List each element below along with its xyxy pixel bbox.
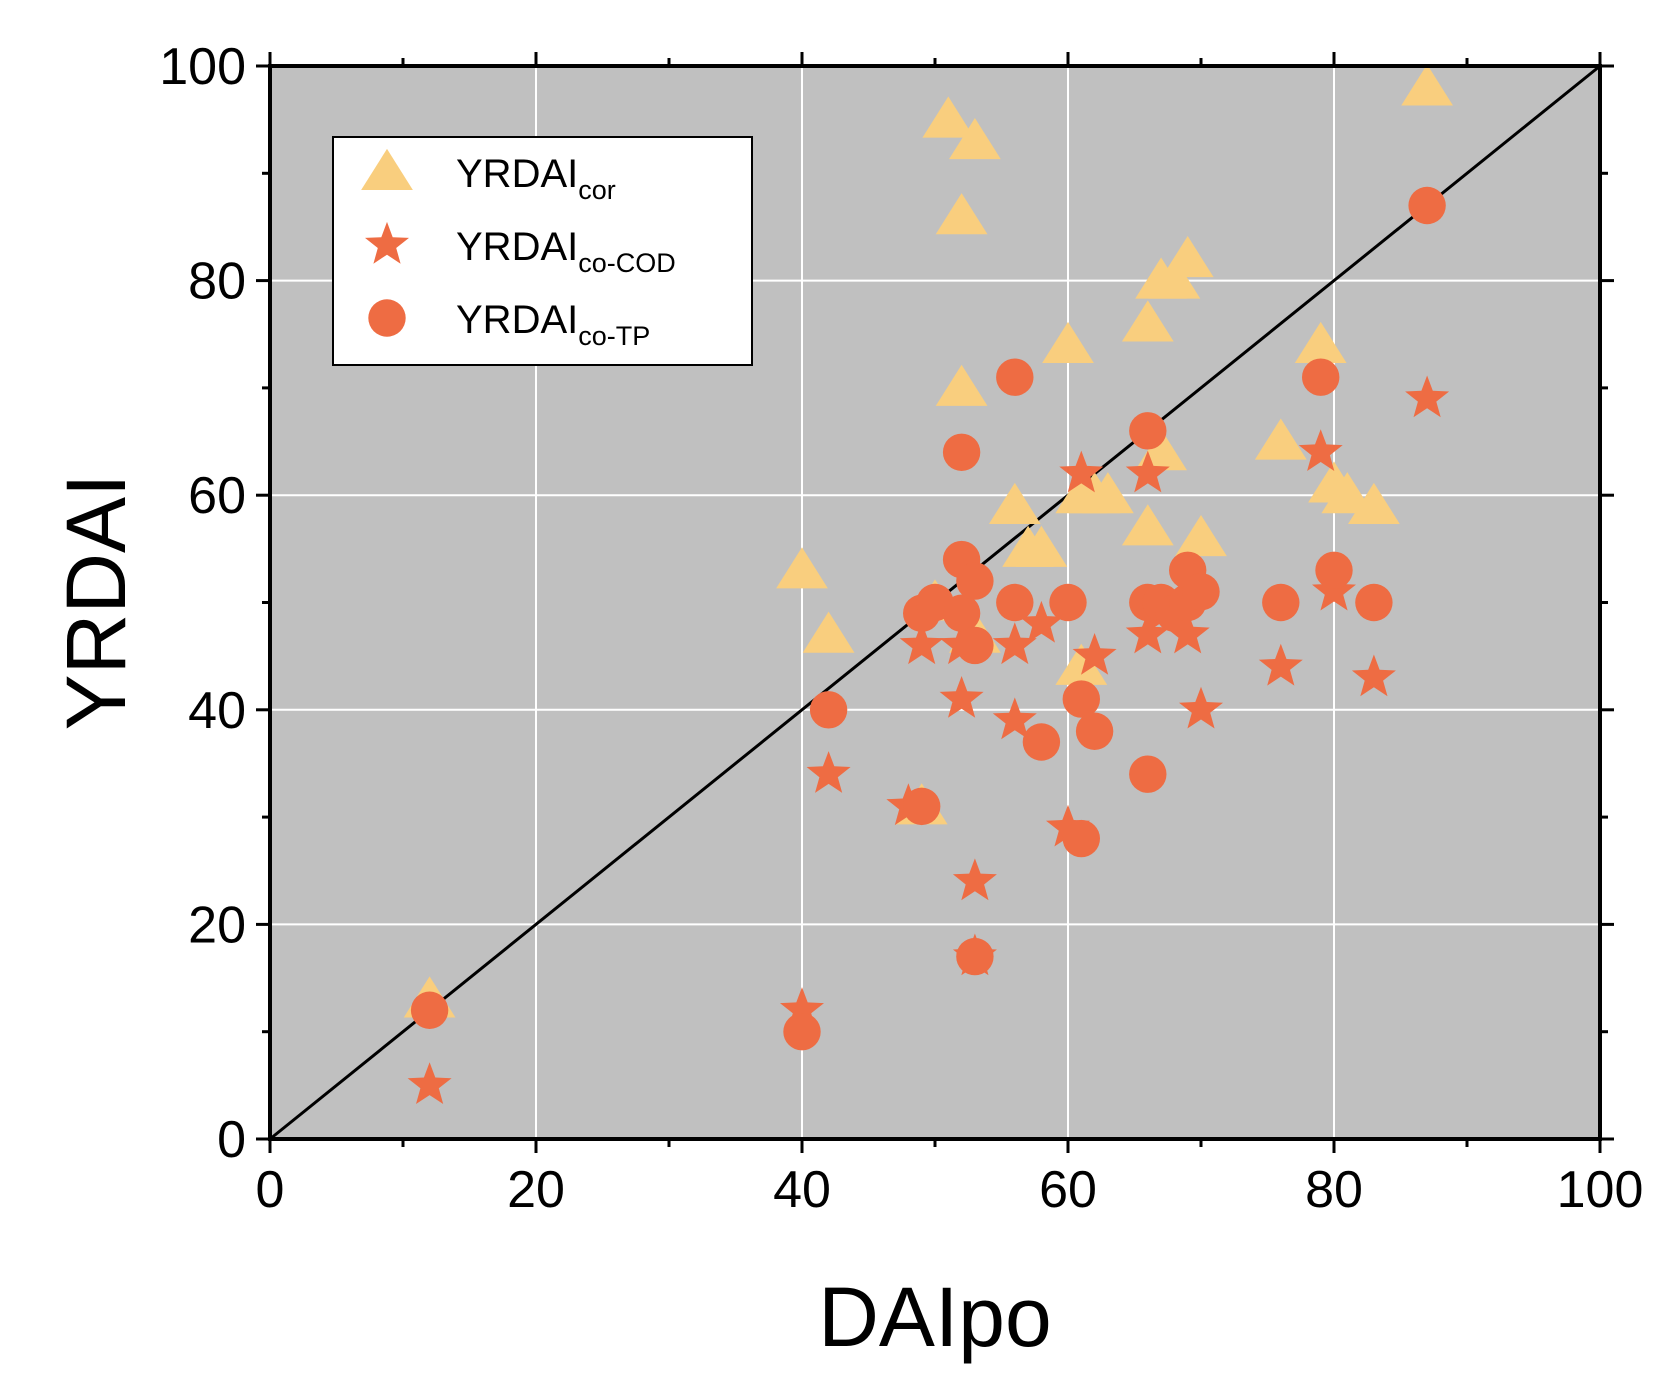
y-tick-label-0: 0 [217, 1111, 246, 1169]
legend-label-co-TP: YRDAIco-TP [456, 298, 650, 351]
point-co-COD-16 [1125, 611, 1170, 654]
y-tick-label-20: 20 [188, 896, 246, 954]
legend-marker-co-COD [365, 221, 409, 264]
point-cor-10 [988, 482, 1041, 524]
point-cor-17 [1082, 472, 1134, 514]
x-tick-label-20: 20 [507, 1161, 565, 1219]
point-cor-6 [935, 193, 988, 235]
point-co-TP-12 [996, 583, 1034, 622]
x-tick-label-80: 80 [1305, 1161, 1363, 1219]
point-cor-14 [1055, 643, 1108, 685]
point-cor-5 [922, 96, 975, 138]
point-co-TP-10 [956, 937, 994, 976]
point-co-COD-2 [806, 751, 851, 793]
point-cor-22 [1148, 257, 1201, 299]
legend-marker-co-TP [368, 299, 406, 337]
point-co-COD-10 [992, 622, 1037, 665]
point-co-TP-0 [410, 991, 449, 1029]
point-co-COD-9 [992, 697, 1037, 740]
point-co-TP-1 [783, 1012, 821, 1051]
point-co-TP-27 [1262, 583, 1300, 622]
point-co-COD-1 [780, 987, 824, 1029]
point-cor-30 [1401, 64, 1453, 106]
point-cor-2 [802, 611, 855, 653]
point-co-TP-18 [1062, 819, 1101, 858]
point-cor-23 [1161, 236, 1214, 278]
point-cor-24 [1175, 515, 1227, 557]
point-co-TP-14 [1022, 723, 1061, 761]
y-tick-label-60: 60 [188, 467, 246, 525]
point-co-TP-17 [1075, 712, 1114, 750]
point-co-COD-14 [1072, 633, 1117, 675]
point-co-TP-19 [1129, 412, 1167, 450]
point-co-TP-26 [1182, 573, 1220, 611]
point-co-TP-3 [903, 787, 941, 826]
x-tick-label-40: 40 [773, 1161, 831, 1219]
series-co-TP [410, 186, 1446, 1051]
point-co-COD-21 [1298, 429, 1343, 471]
legend-label-cor: YRDAIcor [456, 152, 616, 205]
point-co-TP-9 [956, 626, 994, 665]
point-co-TP-31 [1408, 186, 1446, 225]
legend-marker-cor [361, 148, 413, 191]
point-co-COD-24 [1405, 375, 1450, 418]
point-cor-18 [1121, 504, 1174, 546]
point-co-COD-0 [407, 1062, 452, 1104]
point-co-COD-15 [1125, 450, 1170, 493]
y-tick-label-40: 40 [188, 682, 246, 740]
point-co-COD-4 [899, 622, 944, 665]
point-cor-19 [1121, 300, 1174, 342]
point-co-COD-22 [1312, 568, 1356, 611]
x-axis-title: DAIpo [818, 1270, 1051, 1364]
legend: YRDAIcor YRDAIco-COD YRDAIco-TP [332, 136, 753, 366]
x-tick-label-0: 0 [256, 1161, 285, 1219]
point-co-COD-6 [939, 676, 984, 718]
x-tick-label-60: 60 [1039, 1161, 1097, 1219]
data-points [403, 64, 1453, 1104]
point-co-COD-11 [1019, 600, 1064, 643]
point-co-COD-20 [1258, 643, 1303, 686]
point-co-TP-6 [942, 433, 981, 471]
point-cor-1 [776, 547, 828, 589]
x-tick-labels: 0 20 40 60 80 100 [256, 1161, 1644, 1219]
point-co-TP-8 [942, 594, 981, 632]
point-co-TP-30 [1355, 583, 1393, 622]
point-cor-26 [1294, 321, 1347, 363]
point-cor-8 [949, 118, 1001, 160]
point-co-TP-2 [809, 691, 848, 729]
point-co-COD-18 [1165, 611, 1210, 654]
point-cor-12 [1015, 525, 1068, 567]
y-tick-labels: 0 20 40 60 80 100 [159, 38, 246, 1169]
point-co-TP-20 [1129, 755, 1167, 793]
point-co-COD-13 [1059, 450, 1104, 493]
point-cor-13 [1042, 321, 1094, 363]
point-co-COD-19 [1179, 686, 1223, 729]
point-cor-29 [1348, 482, 1400, 524]
point-co-TP-16 [1062, 680, 1101, 718]
point-cor-25 [1254, 418, 1307, 460]
legend-label-co-COD: YRDAIco-COD [456, 225, 676, 278]
point-co-COD-7 [952, 858, 997, 901]
point-co-COD-23 [1351, 654, 1396, 697]
x-tick-label-100: 100 [1557, 1161, 1644, 1219]
point-cor-7 [935, 364, 988, 406]
axis-ticks [256, 52, 1614, 1153]
y-tick-label-100: 100 [159, 38, 246, 96]
y-axis-title: YRDAI [49, 474, 143, 731]
point-co-TP-28 [1302, 358, 1340, 396]
point-cor-28 [1321, 472, 1374, 514]
point-co-TP-29 [1315, 551, 1353, 590]
y-tick-label-80: 80 [188, 253, 246, 311]
point-co-TP-15 [1049, 583, 1087, 622]
point-co-TP-11 [956, 562, 994, 600]
point-co-TP-13 [996, 358, 1034, 396]
